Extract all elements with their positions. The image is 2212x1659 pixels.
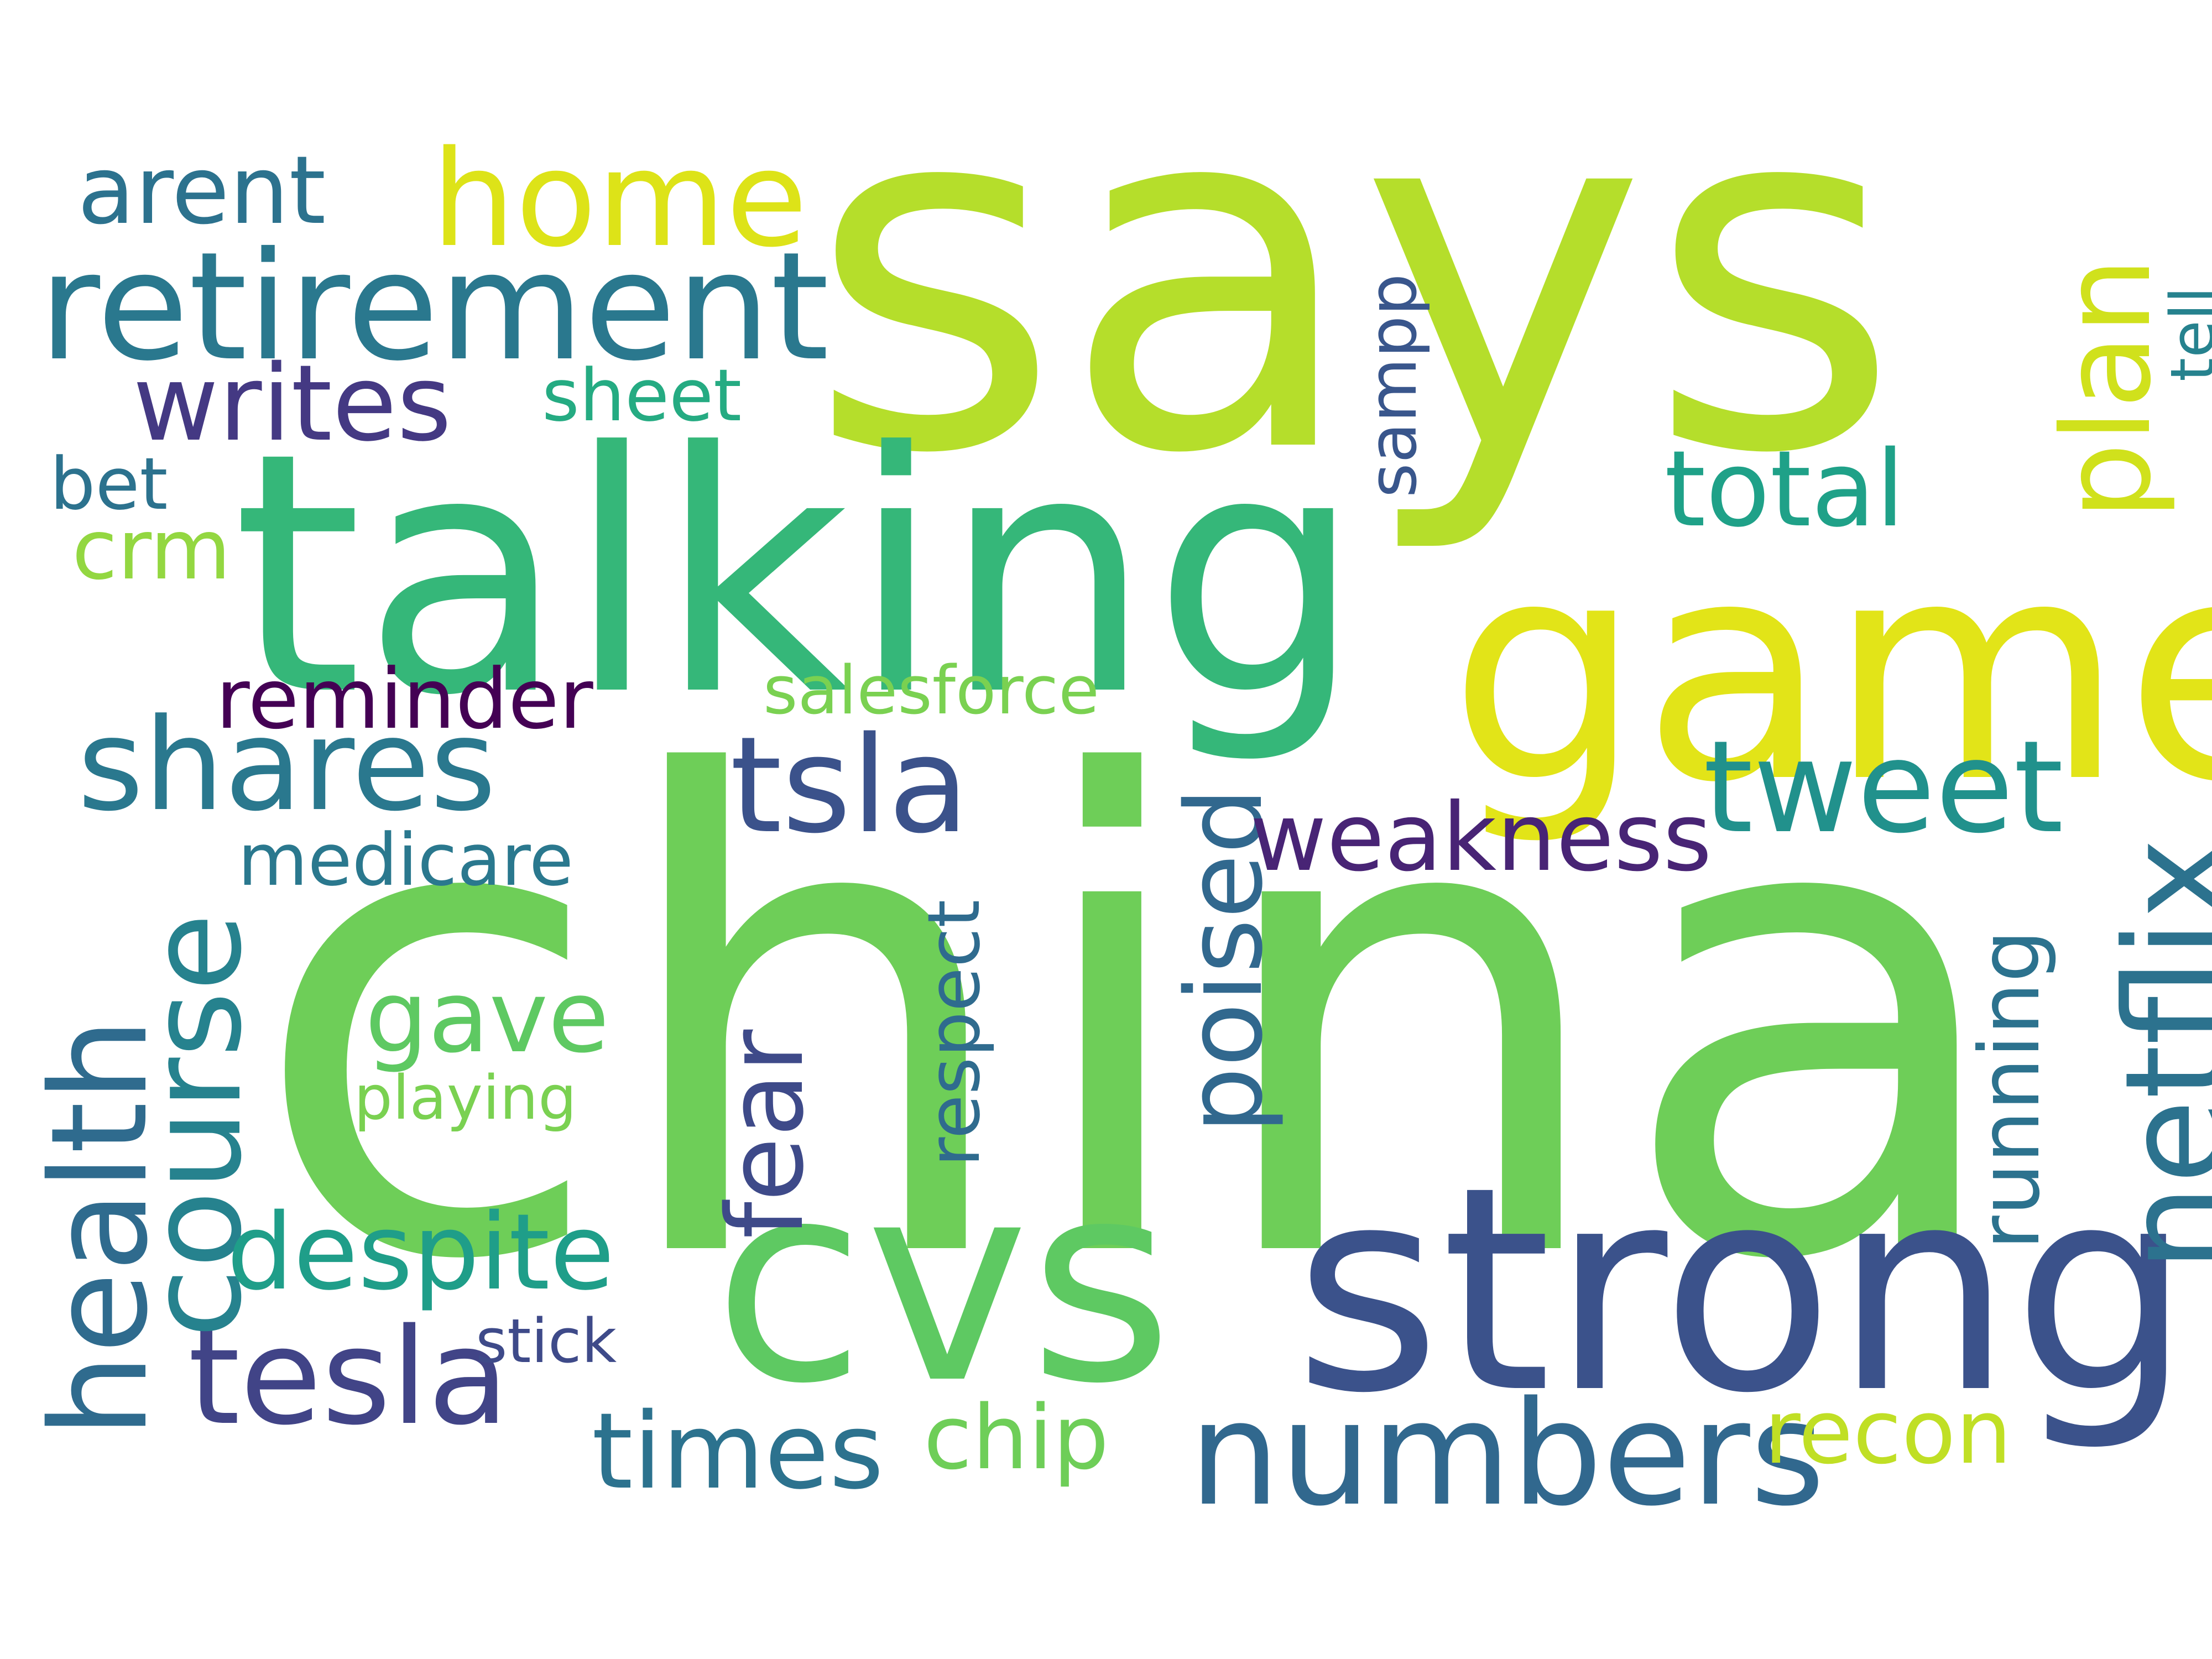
word-plan: plan [2036, 257, 2178, 520]
word-sampp: sampp [1355, 273, 1432, 498]
word-china: china [249, 643, 2016, 1402]
word-says: says [807, 0, 1901, 560]
word-home: home [431, 122, 808, 276]
word-bet: bet [50, 442, 168, 526]
word-medicare: medicare [238, 818, 573, 902]
word-tweet: tweet [1703, 714, 2064, 862]
word-game: game [1449, 494, 2212, 849]
word-cvs: cvs [713, 1122, 1173, 1444]
word-numbers: numbers [1189, 1371, 1825, 1538]
word-arent: arent [77, 136, 326, 246]
word-weakness: weakness [1250, 783, 1712, 893]
word-gave: gave [365, 959, 609, 1075]
word-writes: writes [133, 342, 452, 465]
word-tesla: tesla [188, 1300, 509, 1454]
word-tsla: tsla [730, 708, 969, 863]
word-total: total [1665, 428, 1905, 550]
word-talking: talking [232, 382, 1363, 768]
word-recon: recon [1764, 1380, 2012, 1484]
word-retirement: retirement [39, 220, 830, 394]
word-respect: respect [912, 899, 996, 1167]
word-playing: playing [354, 1062, 577, 1133]
word-sheet: sheet [542, 353, 742, 437]
word-despite: despite [227, 1191, 615, 1313]
word-shares: shares [77, 692, 497, 839]
word-salesforce: salesforce [763, 653, 1099, 729]
word-crm: crm [72, 502, 231, 598]
word-fear: fear [705, 1029, 827, 1239]
word-chip: chip [924, 1386, 1109, 1489]
word-stick: stick [476, 1306, 617, 1376]
word-running: running [1962, 930, 2058, 1250]
word-tell: tell [2157, 286, 2212, 382]
word-netflix: netflix [2095, 837, 2212, 1272]
word-times: times [592, 1390, 884, 1512]
word-reminder: reminder [216, 651, 593, 748]
word-strong: strong [1294, 1127, 2192, 1455]
